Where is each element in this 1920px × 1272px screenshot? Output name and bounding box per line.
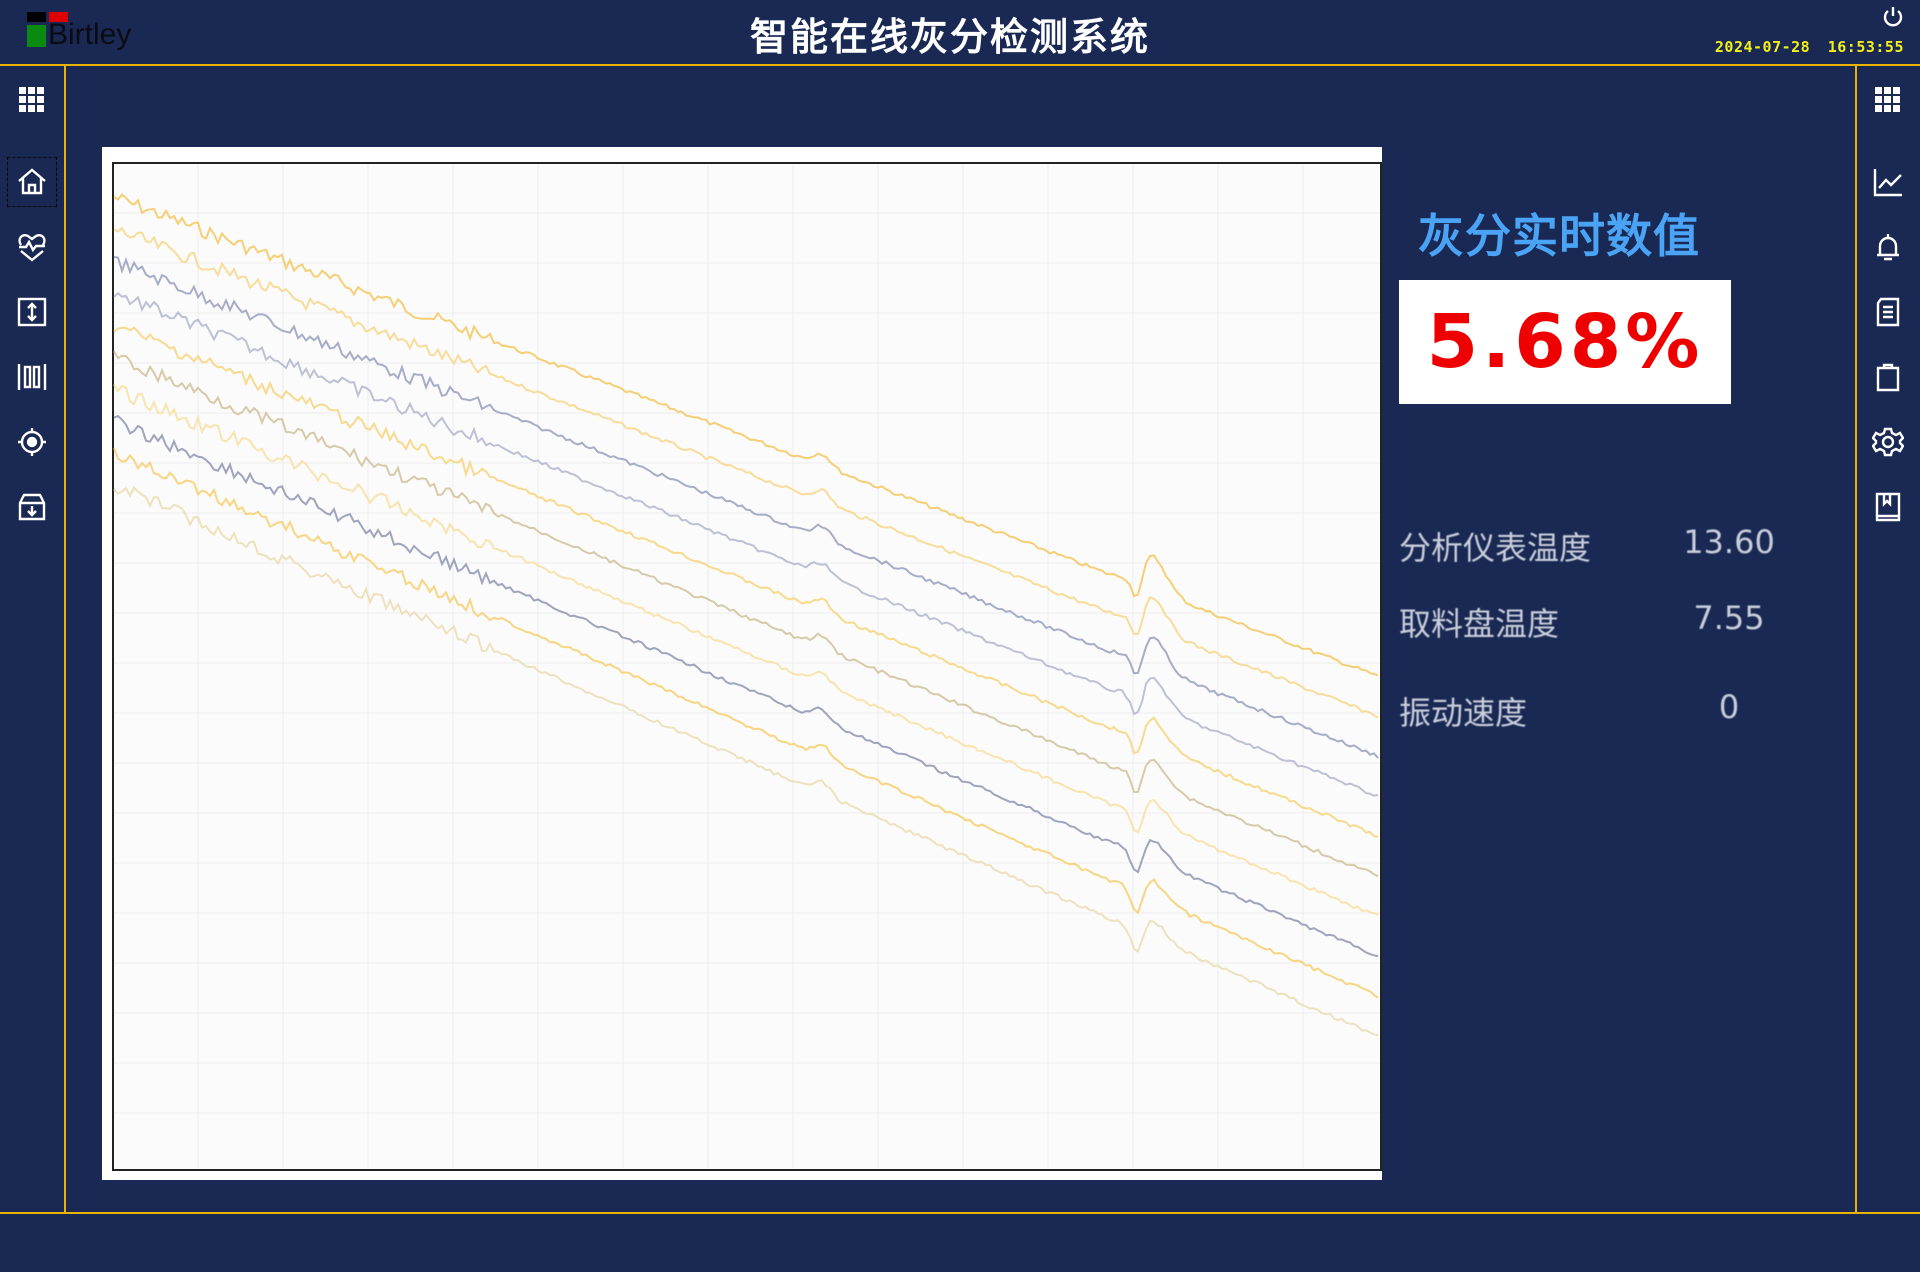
datetime: 2024-07-28 16:53:55 [1714, 38, 1904, 56]
document-icon[interactable] [1872, 296, 1904, 328]
logo-text: Birtley [48, 18, 132, 51]
reading-label: 振动速度 [1399, 694, 1528, 732]
spectrum-series [113, 291, 1379, 797]
spectrum-chart [102, 147, 1382, 1180]
app-title: 智能在线灰分检测系统 [749, 15, 1150, 59]
archive-download-icon[interactable] [16, 491, 48, 523]
footer-divider [0, 1212, 1920, 1214]
reading-value: 13.60 [1683, 523, 1775, 561]
home-icon[interactable] [7, 157, 57, 207]
spectrum-series [113, 485, 1379, 1037]
health-heart-icon[interactable] [16, 231, 48, 263]
target-icon[interactable] [16, 426, 48, 458]
spectrum-series [113, 350, 1379, 878]
right-divider [1855, 64, 1857, 1212]
logo: Birtley [26, 10, 156, 54]
reading-analyzer-temp: 分析仪表温度 13.60 [1399, 523, 1819, 567]
ash-value: 5.68% [1426, 299, 1704, 385]
apps-grid-icon[interactable] [1872, 84, 1904, 116]
spectrum-series [113, 193, 1379, 677]
power-icon[interactable] [1882, 6, 1904, 28]
reading-label: 分析仪表温度 [1399, 529, 1592, 567]
spectrum-series [113, 256, 1379, 759]
reading-vibration-speed: 振动速度 0 [1399, 688, 1819, 732]
spectrum-series [113, 414, 1379, 958]
line-chart-icon[interactable] [1872, 166, 1904, 198]
header: Birtley 智能在线灰分检测系统 2024-07-28 16:53:55 [0, 0, 1920, 64]
reading-label: 取料盘温度 [1399, 605, 1560, 643]
apps-grid-icon[interactable] [16, 84, 48, 116]
spectrum-series [113, 383, 1379, 916]
book-icon[interactable] [1872, 491, 1904, 523]
bell-icon[interactable] [1872, 231, 1904, 263]
spectrum-series [113, 226, 1379, 719]
spectrum-plot [112, 162, 1382, 1171]
spectrum-series [113, 326, 1379, 838]
barcode-scan-icon[interactable] [16, 361, 48, 393]
left-divider [64, 64, 66, 1212]
clipboard-icon[interactable] [1872, 361, 1904, 393]
plot-frame [112, 162, 1382, 1171]
reading-tray-temp: 取料盘温度 7.55 [1399, 599, 1819, 643]
settings-gear-icon[interactable] [1871, 426, 1905, 458]
vertical-adjust-icon[interactable] [16, 296, 48, 328]
realtime-title: 灰分实时数值 [1418, 209, 1700, 263]
header-divider [0, 64, 1920, 66]
ash-value-box: 5.68% [1399, 280, 1731, 404]
reading-value: 0 [1718, 688, 1740, 726]
spectrum-series [113, 447, 1379, 999]
reading-value: 7.55 [1693, 599, 1765, 637]
